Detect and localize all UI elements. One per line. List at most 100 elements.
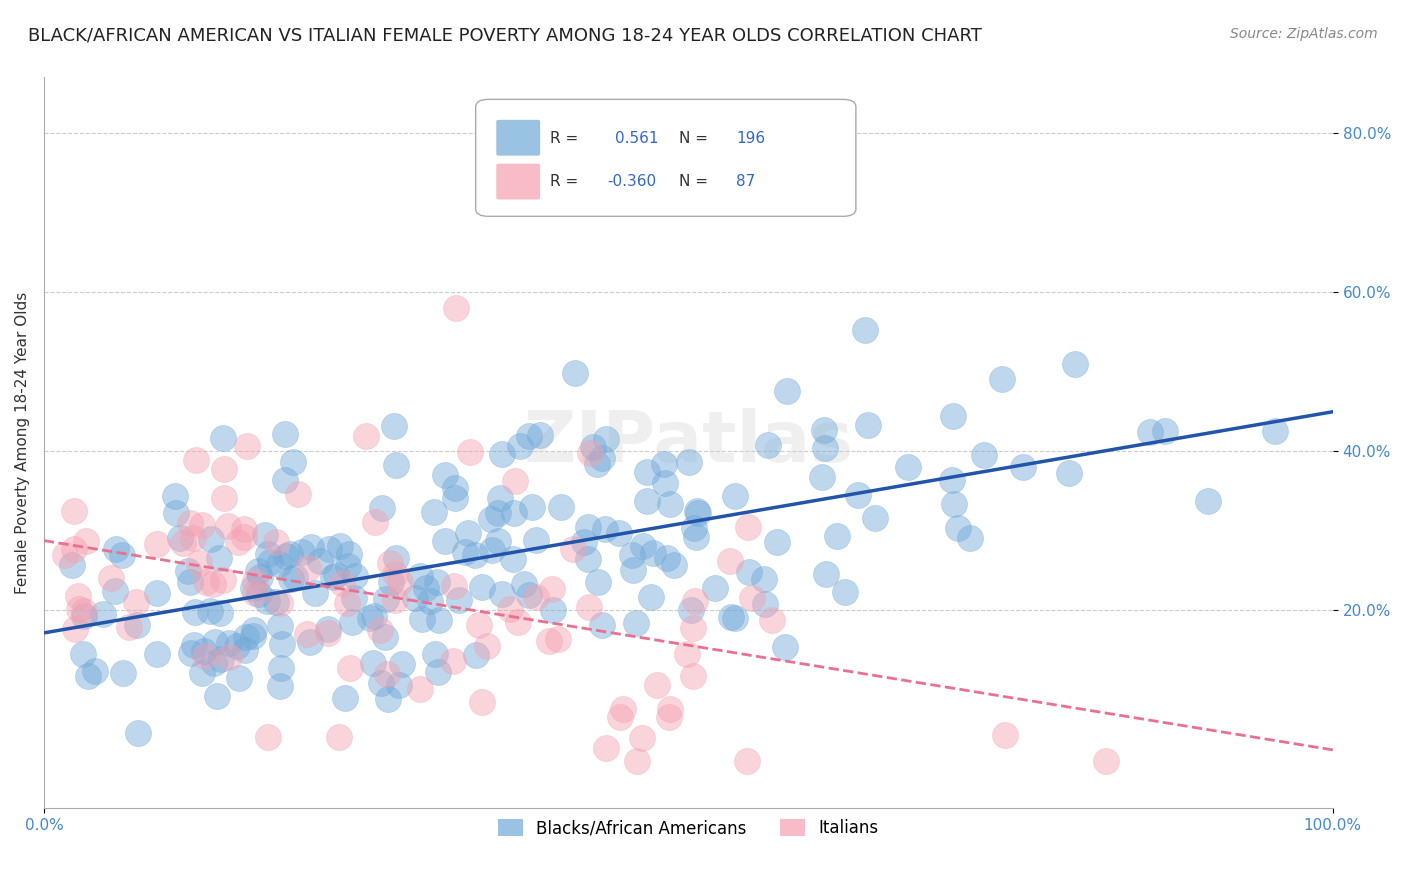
Point xyxy=(104,584,127,599)
Point xyxy=(538,634,561,648)
Point xyxy=(1264,425,1286,439)
Point xyxy=(468,618,491,632)
Point xyxy=(444,481,467,495)
Point xyxy=(640,590,662,604)
Point xyxy=(111,666,134,681)
Point xyxy=(773,640,796,654)
Point xyxy=(191,518,214,533)
Point xyxy=(236,439,259,453)
Point xyxy=(990,372,1012,386)
Point xyxy=(111,548,134,562)
Point xyxy=(208,607,231,621)
Point xyxy=(612,702,634,716)
Point xyxy=(339,661,361,675)
Point xyxy=(316,626,339,640)
Point xyxy=(811,470,834,484)
Point xyxy=(191,665,214,680)
Point xyxy=(491,587,513,601)
Text: 0.561: 0.561 xyxy=(614,130,658,145)
Point xyxy=(419,594,441,608)
Point xyxy=(517,428,540,442)
Point xyxy=(754,597,776,611)
Point xyxy=(375,667,398,681)
Point xyxy=(657,710,679,724)
Point xyxy=(457,526,479,541)
Point xyxy=(388,678,411,692)
Point xyxy=(165,489,187,503)
Point xyxy=(946,521,969,535)
Point xyxy=(264,535,287,549)
Point xyxy=(942,497,965,511)
Point xyxy=(67,602,90,616)
Point xyxy=(626,754,648,768)
Point xyxy=(374,631,396,645)
Point xyxy=(1139,425,1161,439)
Point xyxy=(235,630,257,644)
Point xyxy=(863,511,886,525)
Point xyxy=(368,623,391,637)
Point xyxy=(361,656,384,670)
Point xyxy=(517,588,540,602)
Point xyxy=(337,547,360,561)
Point xyxy=(813,423,835,437)
Point xyxy=(389,574,412,589)
Point xyxy=(280,572,302,586)
Point xyxy=(297,561,319,575)
Point xyxy=(340,615,363,629)
Point xyxy=(269,596,291,610)
Point xyxy=(125,595,148,609)
Point xyxy=(509,439,531,453)
Point xyxy=(382,418,405,433)
Point xyxy=(187,557,209,571)
Point xyxy=(897,459,920,474)
Point xyxy=(425,647,447,661)
Point xyxy=(335,596,357,610)
Point xyxy=(212,491,235,506)
Point xyxy=(464,548,486,562)
Point xyxy=(254,527,277,541)
Point xyxy=(60,558,83,572)
Point xyxy=(761,614,783,628)
Point xyxy=(371,500,394,515)
Text: R =: R = xyxy=(550,175,579,189)
Point xyxy=(541,582,564,596)
Point xyxy=(127,726,149,740)
Point xyxy=(678,455,700,469)
Point xyxy=(318,542,340,557)
Point xyxy=(233,530,256,544)
Point xyxy=(145,586,167,600)
Point xyxy=(720,609,742,624)
FancyBboxPatch shape xyxy=(475,99,856,217)
Point xyxy=(683,521,706,535)
Point xyxy=(243,623,266,637)
Point xyxy=(281,455,304,469)
Point xyxy=(415,581,437,595)
Point xyxy=(204,635,226,649)
Point xyxy=(270,660,292,674)
Point xyxy=(766,535,789,549)
Text: N =: N = xyxy=(679,130,709,145)
Point xyxy=(631,539,654,553)
Point xyxy=(662,558,685,573)
Point xyxy=(330,576,353,591)
Point xyxy=(447,593,470,607)
Point xyxy=(256,547,278,561)
Point xyxy=(205,689,228,703)
Point xyxy=(561,542,583,557)
Point xyxy=(287,487,309,501)
Point xyxy=(593,523,616,537)
Point xyxy=(681,603,703,617)
Point xyxy=(652,457,675,471)
Point xyxy=(718,554,741,568)
Point xyxy=(686,504,709,518)
Point xyxy=(299,540,322,554)
Text: N =: N = xyxy=(679,175,709,189)
Point xyxy=(328,730,350,744)
Point xyxy=(1064,357,1087,371)
Point xyxy=(522,500,544,514)
Point xyxy=(337,558,360,573)
Point xyxy=(481,543,503,558)
Point xyxy=(503,474,526,488)
Point xyxy=(576,552,599,566)
Point xyxy=(582,440,605,454)
